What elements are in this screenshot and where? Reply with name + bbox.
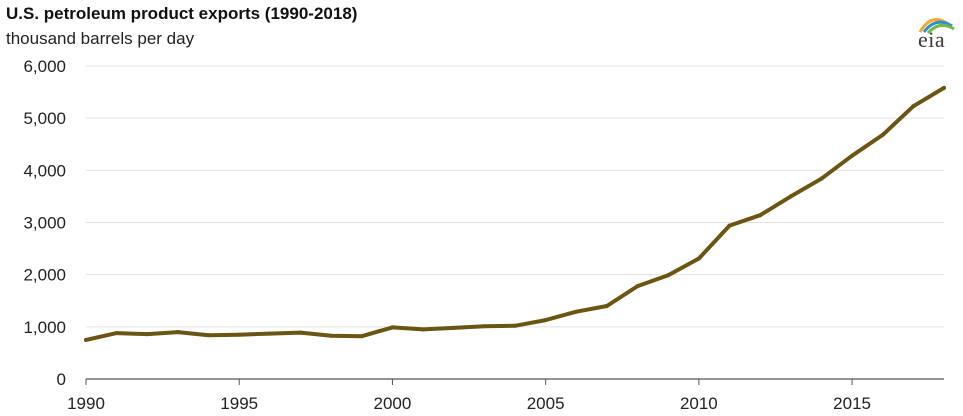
data-point: [298, 330, 303, 335]
grid-lines: [86, 65, 944, 328]
x-tick-label: 2005: [527, 394, 565, 413]
x-tick-label: 2010: [680, 394, 718, 413]
data-point: [359, 334, 364, 339]
y-axis-tick-labels: 0 1,000 2,000 3,000 4,000 5,000 6,000: [23, 57, 66, 389]
logo-arc-blue: [922, 20, 953, 33]
data-point: [206, 333, 211, 338]
data-point: [666, 273, 671, 278]
data-point: [788, 194, 793, 199]
data-point: [482, 324, 487, 329]
data-point: [114, 331, 119, 336]
x-tick-label: 2000: [374, 394, 412, 413]
data-point: [574, 309, 579, 314]
data-point: [850, 153, 855, 158]
data-point: [635, 284, 640, 289]
logo-text: eia: [918, 27, 946, 52]
data-point: [911, 104, 916, 109]
x-tick-label: 2015: [833, 394, 871, 413]
x-tick-label: 1990: [67, 394, 105, 413]
x-axis: [85, 378, 944, 385]
y-tick-label: 3,000: [23, 214, 66, 233]
data-point: [390, 325, 395, 330]
logo-arc-green: [926, 23, 955, 35]
y-tick-label: 2,000: [23, 266, 66, 285]
x-axis-tick-labels: 1990 1995 2000 2005 2010 2015: [67, 394, 871, 413]
data-point: [421, 327, 426, 332]
series-layer: [84, 85, 946, 342]
data-point: [942, 85, 946, 90]
data-point: [451, 325, 456, 330]
x-tick-label: 1995: [220, 394, 258, 413]
data-point: [727, 223, 732, 228]
y-tick-label: 4,000: [23, 161, 66, 180]
y-tick-label: 5,000: [23, 109, 66, 128]
data-point: [84, 337, 88, 342]
data-point: [696, 256, 701, 261]
chart-title: U.S. petroleum product exports (1990-201…: [6, 4, 358, 23]
data-point: [513, 323, 517, 328]
data-point: [819, 176, 824, 181]
data-point: [175, 330, 180, 335]
eia-logo-arcs: [918, 18, 955, 35]
data-point: [758, 213, 763, 218]
data-point: [145, 332, 150, 337]
data-point: [237, 332, 242, 337]
eia-logo-icon: eia: [914, 14, 958, 52]
series-line: [84, 85, 946, 342]
chart-subtitle: thousand barrels per day: [6, 29, 195, 48]
y-tick-label: 6,000: [23, 57, 66, 76]
data-point: [267, 331, 272, 336]
data-point: [543, 318, 548, 323]
data-point: [329, 333, 334, 338]
data-point: [880, 132, 885, 137]
data-point: [604, 303, 609, 308]
y-tick-label: 1,000: [23, 318, 66, 337]
y-tick-label: 0: [57, 370, 66, 389]
